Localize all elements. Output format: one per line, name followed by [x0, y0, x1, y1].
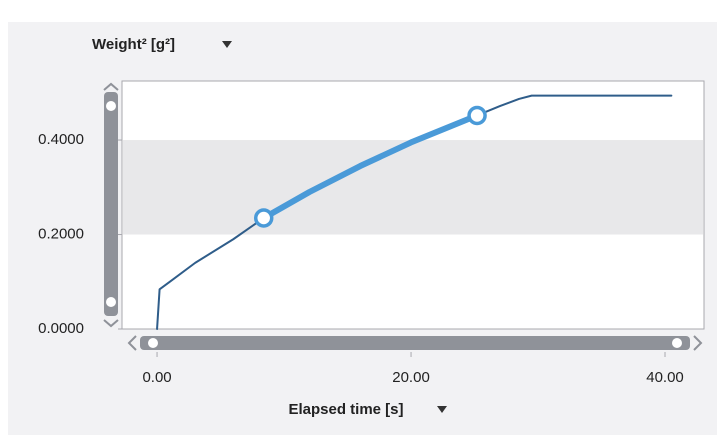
y-tick-label: 0.0000: [38, 320, 84, 337]
horizontal-scrollbar[interactable]: [127, 335, 703, 351]
marker[interactable]: [467, 105, 487, 126]
x-axis-label[interactable]: Elapsed time [s]: [288, 401, 403, 418]
x-tick-label: 40.00: [646, 369, 684, 386]
dropdown-arrow[interactable]: [437, 406, 447, 413]
scroll-handle[interactable]: [106, 297, 116, 307]
data-line: [260, 112, 481, 221]
scroll-arrows[interactable]: [103, 82, 119, 328]
y-axis-selector[interactable]: Weight² [g²]: [92, 36, 232, 53]
scroll-handle[interactable]: [106, 101, 116, 111]
y-tick-label: 0.2000: [38, 225, 84, 242]
x-axis-selector[interactable]: Elapsed time [s]: [288, 401, 447, 418]
dropdown-arrow[interactable]: [222, 41, 232, 48]
scroll-handle[interactable]: [672, 338, 682, 348]
x-tick-label: 20.00: [392, 369, 430, 386]
scroll-arrows[interactable]: [127, 335, 703, 351]
y-tick-label: 0.4000: [38, 131, 84, 148]
grid-band: [123, 140, 703, 235]
vertical-scrollbar[interactable]: [103, 82, 119, 328]
scroll-track[interactable]: [140, 336, 690, 350]
scroll-handle[interactable]: [148, 338, 158, 348]
y-axis-label[interactable]: Weight² [g²]: [92, 36, 175, 53]
scroll-track[interactable]: [104, 92, 118, 316]
marker[interactable]: [253, 208, 274, 228]
x-tick-label: 0.00: [142, 369, 171, 386]
